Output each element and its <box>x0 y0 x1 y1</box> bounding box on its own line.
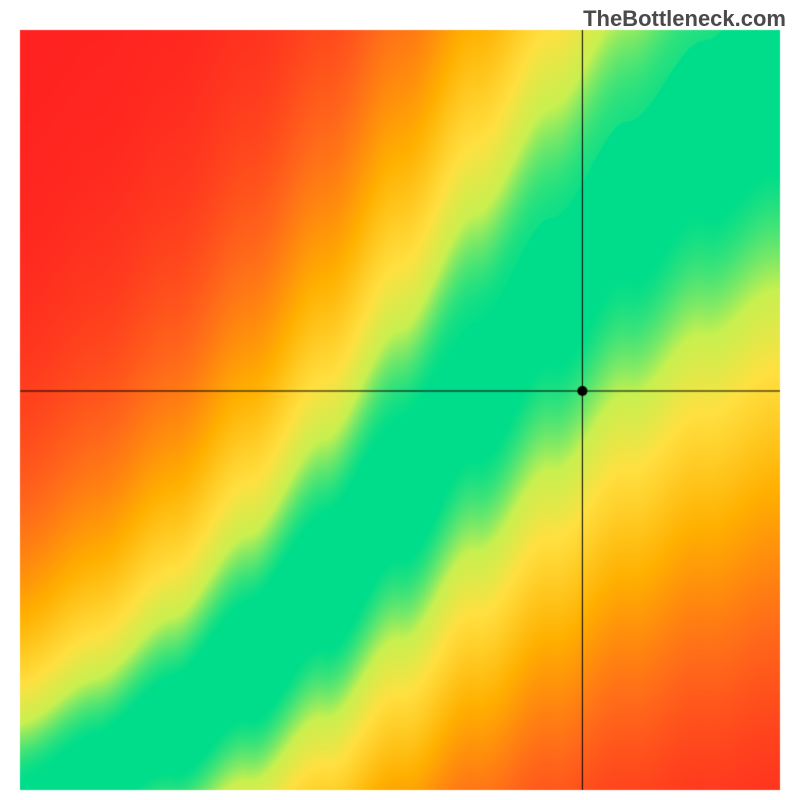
chart-container: TheBottleneck.com <box>0 0 800 800</box>
watermark-text: TheBottleneck.com <box>583 6 786 32</box>
heatmap-canvas <box>0 0 800 800</box>
